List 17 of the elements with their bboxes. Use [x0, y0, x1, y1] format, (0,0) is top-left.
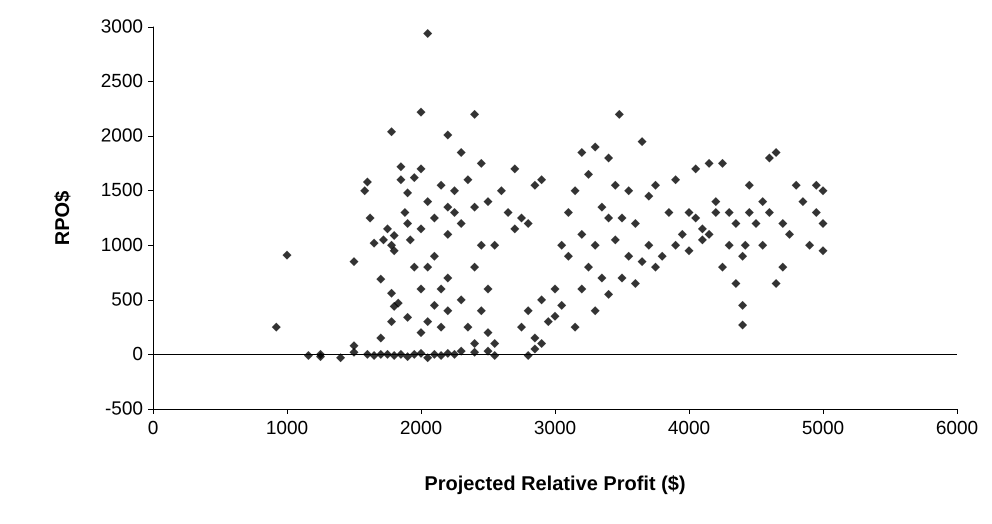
y-tick-label: 3000	[100, 16, 143, 38]
y-tick-label: 0	[132, 344, 143, 365]
x-tick-label: 5000	[802, 418, 844, 439]
x-axis-title: Projected Relative Profit ($)	[424, 473, 686, 495]
x-tick-label: 2000	[400, 418, 442, 439]
x-tick-label: 6000	[936, 418, 978, 439]
x-tick-label: 0	[148, 418, 158, 439]
y-tick-label: 1500	[100, 180, 143, 202]
x-tick-label: 1000	[266, 418, 308, 439]
x-tick-label: 3000	[534, 418, 576, 439]
y-tick-label: 2500	[100, 71, 143, 92]
y-tick-label: -500	[104, 398, 143, 420]
y-axis-title: RPO$	[52, 190, 74, 246]
y-tick-label: 1000	[100, 234, 143, 256]
y-tick-label: 2000	[100, 126, 143, 147]
y-tick-label: 500	[111, 289, 143, 310]
x-tick-label: 4000	[668, 418, 710, 439]
